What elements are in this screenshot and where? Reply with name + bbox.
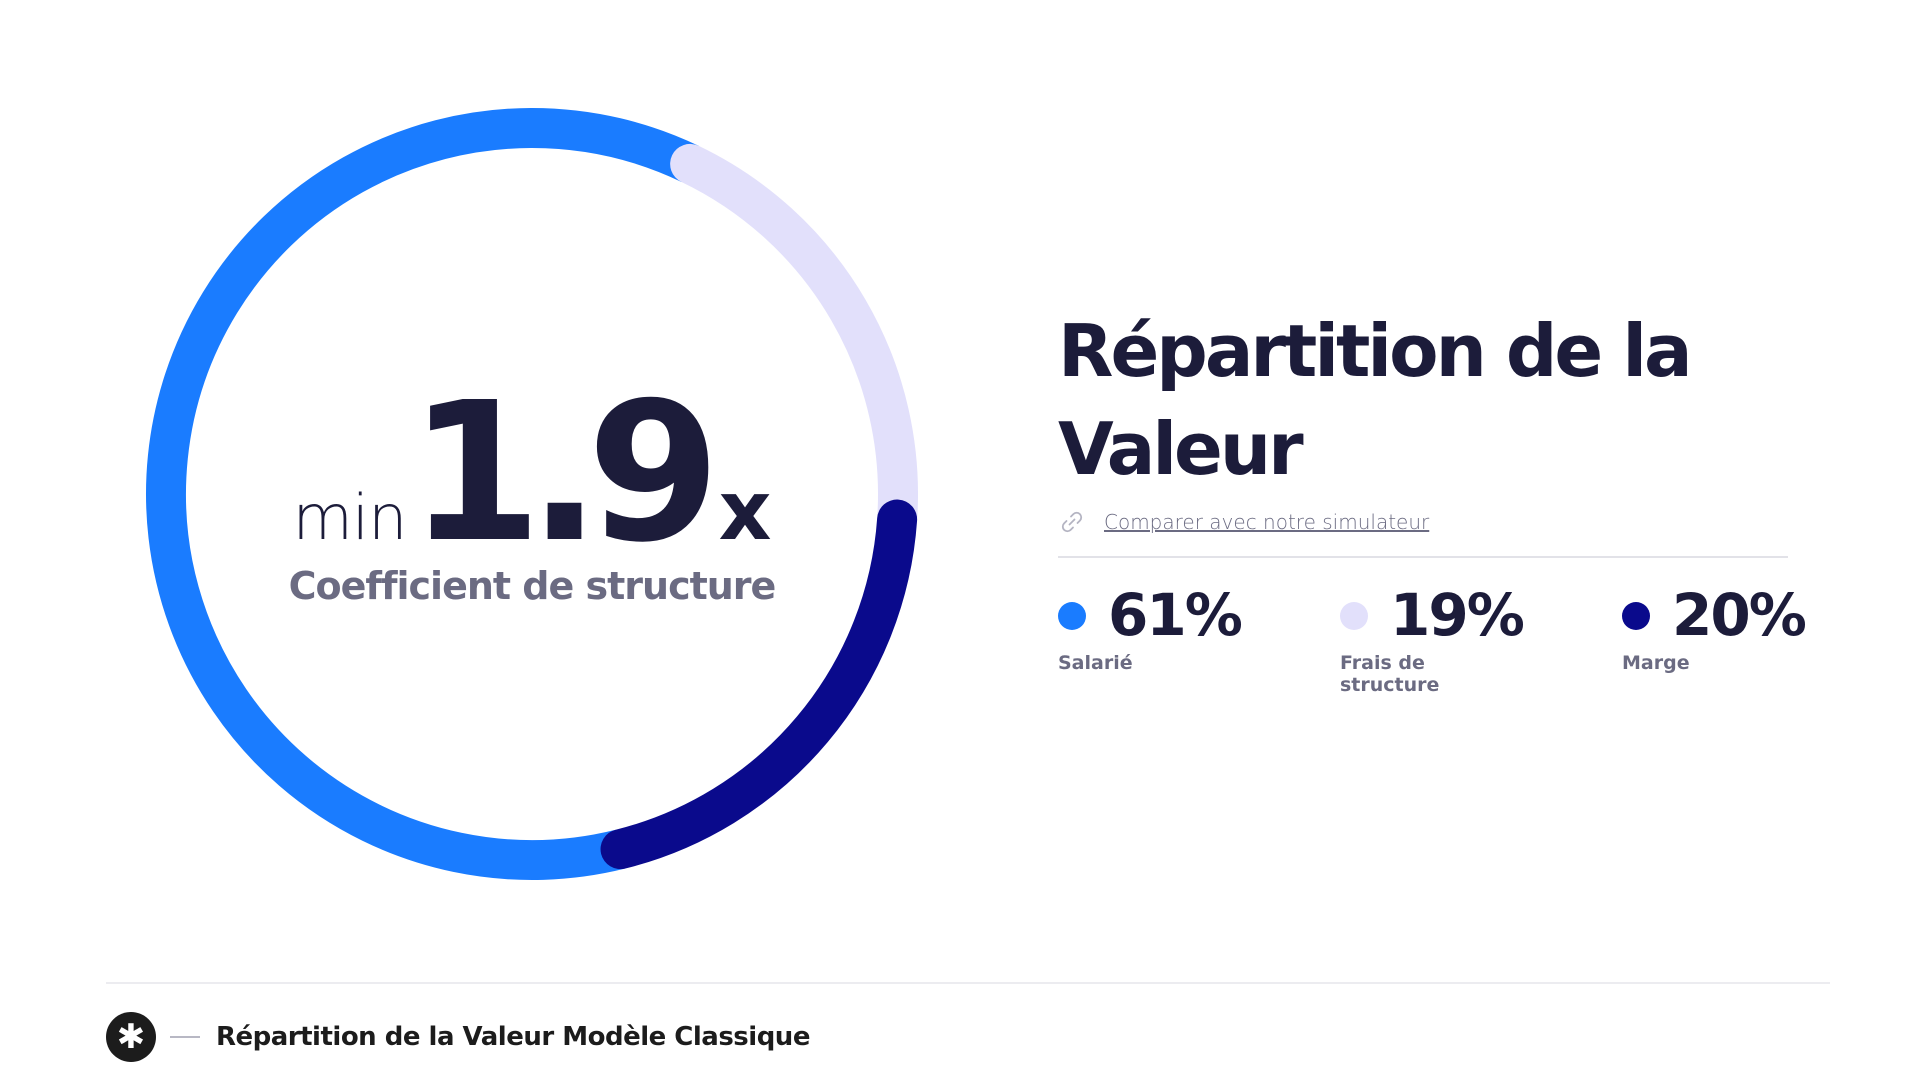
- coefficient-row: min 1.9 x: [138, 374, 926, 574]
- legend-label: Frais de structure: [1340, 652, 1440, 696]
- legend-dot: [1340, 602, 1368, 630]
- legend-label: Salarié: [1058, 652, 1133, 674]
- divider: [1058, 556, 1788, 558]
- coefficient-suffix: x: [718, 464, 772, 559]
- simulator-link[interactable]: Comparer avec notre simulateur: [1058, 508, 1429, 536]
- legend-dot: [1058, 602, 1086, 630]
- donut-chart: [146, 108, 918, 880]
- footer-caption: Répartition de la Valeur Modèle Classiqu…: [216, 1022, 810, 1052]
- donut-segment-marge: [600, 499, 918, 870]
- legend: 61% Salarié 19% Frais de structure 20% M…: [1058, 580, 1838, 710]
- legend-dot: [1622, 602, 1650, 630]
- footer-divider: [106, 982, 1830, 984]
- asterisk-icon: ✱: [106, 1012, 156, 1062]
- donut-segment-salarie: [146, 108, 699, 880]
- legend-value: 61%: [1108, 581, 1243, 649]
- legend-label: Marge: [1622, 652, 1690, 674]
- coefficient-label: Coefficient de structure: [288, 564, 777, 608]
- coefficient-prefix: min: [292, 481, 408, 554]
- simulator-link-text[interactable]: Comparer avec notre simulateur: [1104, 510, 1430, 534]
- coefficient-value: 1.9: [408, 362, 720, 585]
- footer: ✱ Répartition de la Valeur Modèle Classi…: [106, 1012, 810, 1062]
- legend-value: 20%: [1672, 581, 1807, 649]
- donut-center: min 1.9 x Coefficient de structure: [138, 100, 926, 888]
- legend-value: 19%: [1390, 581, 1525, 649]
- footer-dash: [170, 1036, 200, 1038]
- donut-segment-frais-de-structure: [670, 143, 918, 540]
- page-title: Répartition de la Valeur: [1058, 309, 1693, 491]
- link-icon: [1058, 508, 1086, 536]
